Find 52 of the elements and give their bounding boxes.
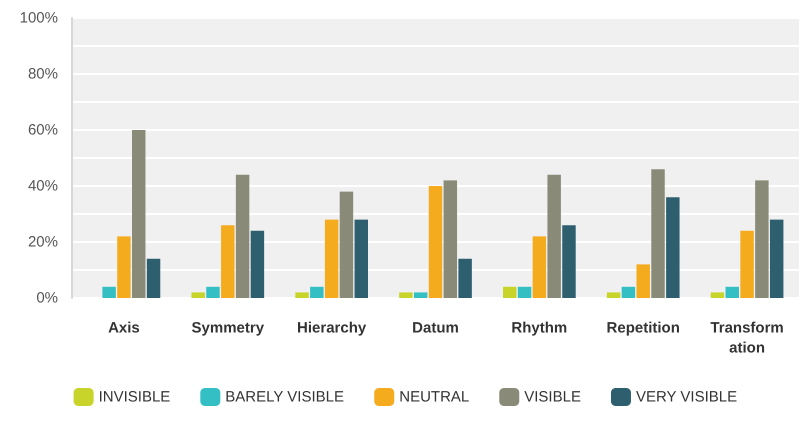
bar	[532, 236, 546, 298]
bar	[726, 286, 739, 298]
legend-label: NEUTRAL	[399, 388, 470, 406]
legend-label: INVISIBLE	[98, 388, 170, 406]
bar	[102, 286, 116, 298]
bar	[310, 286, 324, 298]
bar	[518, 286, 532, 298]
y-tick-label: 100%	[20, 10, 58, 26]
bar	[414, 292, 428, 298]
y-tick-label: 60%	[28, 122, 58, 138]
bar	[636, 264, 650, 298]
legend-label: BARELY VISIBLE	[225, 388, 344, 406]
bar	[206, 286, 220, 298]
x-tick-label: Symmetry	[192, 320, 265, 336]
x-tick-label: Repetition	[606, 320, 680, 336]
bar	[399, 292, 413, 298]
bar	[770, 220, 784, 298]
bar	[503, 286, 516, 298]
bar	[146, 258, 160, 298]
bar	[324, 220, 338, 298]
bar	[236, 174, 250, 298]
y-tick-label: 20%	[28, 234, 58, 250]
bar	[191, 292, 205, 298]
bar	[340, 192, 354, 298]
x-tick-label: Hierarchy	[297, 320, 367, 336]
bar	[547, 174, 561, 298]
bar	[710, 292, 724, 298]
bar	[250, 230, 264, 298]
legend-label: VERY VISIBLE	[636, 388, 738, 406]
bar	[755, 180, 769, 298]
legend-label: VISIBLE	[524, 388, 581, 406]
x-tick-label: Rhythm	[511, 320, 568, 336]
bar	[444, 180, 458, 298]
x-tick-label: Axis	[108, 320, 140, 336]
bar	[666, 197, 680, 298]
bar	[606, 292, 620, 298]
bar	[562, 225, 576, 298]
y-tick-label: 80%	[28, 66, 58, 82]
bar	[458, 258, 472, 298]
x-tick-label: Datum	[412, 320, 459, 336]
y-tick-label: 40%	[28, 178, 58, 194]
y-tick-label: 0%	[36, 290, 58, 306]
bar	[132, 130, 146, 298]
bar	[295, 292, 309, 298]
bar	[221, 225, 235, 298]
bar	[622, 286, 636, 298]
bar	[117, 236, 131, 298]
x-tick-label: Transformation	[710, 320, 784, 356]
bar	[354, 220, 368, 298]
bar	[428, 186, 442, 298]
bar	[740, 230, 754, 298]
bar	[651, 169, 665, 298]
